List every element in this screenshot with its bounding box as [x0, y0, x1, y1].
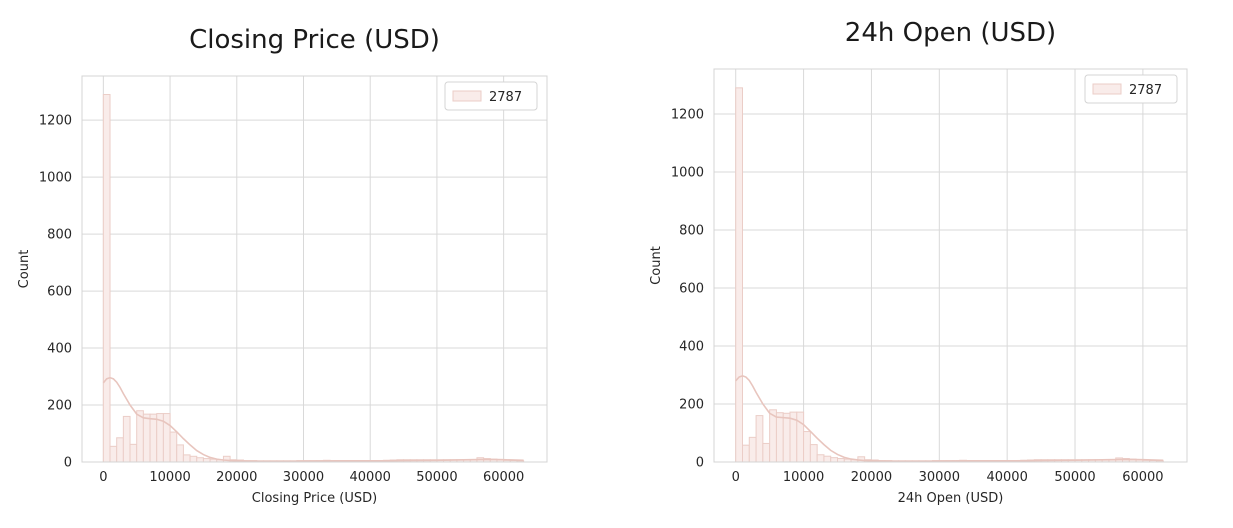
plot-frame	[81, 75, 548, 463]
x-tick-label: 50000	[1054, 470, 1095, 485]
histogram-bar	[742, 444, 750, 463]
legend-box	[444, 81, 538, 111]
x-axis-label: 24h Open (USD)	[898, 491, 1004, 506]
histogram-bar	[129, 443, 138, 463]
x-tick-label: 10000	[783, 470, 824, 485]
y-tick-label: 0	[696, 456, 704, 471]
histogram-bar	[109, 445, 118, 463]
legend-label: 2787	[1129, 83, 1162, 98]
histogram-bar	[830, 457, 839, 463]
y-tick-label: 600	[679, 281, 704, 296]
histogram-bar	[823, 455, 832, 463]
histogram-bar	[162, 413, 171, 463]
histogram-bar	[122, 415, 131, 463]
histogram-bar	[796, 411, 805, 463]
legend: 2787	[1084, 74, 1178, 104]
x-tick-label: 0	[99, 470, 107, 485]
histogram-bar	[189, 455, 198, 463]
y-tick-label: 200	[47, 399, 72, 414]
legend-box	[1084, 74, 1178, 104]
y-tick-label: 200	[679, 397, 704, 412]
x-tick-label: 30000	[283, 470, 324, 485]
histogram-bar	[182, 454, 191, 463]
chart-title: Closing Price (USD)	[189, 25, 440, 55]
chart-title: 24h Open (USD)	[845, 18, 1056, 48]
histogram-bar	[837, 458, 845, 463]
plot-background	[714, 69, 1187, 462]
kde-curve	[102, 376, 524, 462]
y-tick-label: 800	[679, 223, 704, 238]
y-tick-labels: 0 200 400 600 800 1000 1200	[39, 114, 72, 471]
histogram-bar	[782, 412, 791, 463]
histogram-bar	[142, 413, 151, 463]
histogram-bar	[176, 444, 184, 463]
x-tick-label: 60000	[1122, 470, 1163, 485]
chart-panel-1: 0 10000 20000 30000 40000 50000 60000 0 200 400 60…	[17, 25, 548, 506]
x-tick-label: 50000	[416, 470, 457, 485]
y-axis-label: Count	[649, 246, 664, 285]
y-tick-label: 1200	[39, 114, 72, 129]
plot-background	[82, 76, 547, 462]
y-tick-label: 600	[47, 285, 72, 300]
grid	[82, 76, 547, 463]
y-tick-label: 400	[47, 342, 72, 357]
y-tick-label: 0	[64, 456, 72, 471]
x-axis-label: Closing Price (USD)	[252, 491, 377, 506]
histogram-bar	[748, 436, 757, 463]
histogram-bar	[762, 442, 771, 463]
histogram-bar	[775, 412, 784, 463]
legend-swatch	[452, 90, 482, 102]
x-tick-label: 30000	[919, 470, 960, 485]
y-tick-labels: 0 200 400 600 800 1000 1200	[671, 107, 704, 470]
histogram-bar	[755, 415, 764, 463]
x-tick-label: 40000	[350, 470, 391, 485]
legend: 2787	[444, 81, 538, 111]
y-tick-label: 1000	[39, 171, 72, 186]
histogram-bar	[102, 94, 111, 463]
histogram-bar	[816, 454, 825, 463]
histogram-bar	[809, 444, 818, 463]
x-tick-labels: 0 10000 20000 30000 40000 50000 60000	[99, 470, 524, 485]
x-tick-label: 20000	[851, 470, 892, 485]
histogram-bar	[169, 431, 178, 463]
y-tick-label: 800	[47, 228, 72, 243]
legend-label: 2787	[489, 90, 522, 105]
x-tick-label: 60000	[483, 470, 524, 485]
histogram-bar	[196, 457, 204, 463]
x-tick-labels: 0 10000 20000 30000 40000 50000 60000	[732, 470, 1164, 485]
x-tick-label: 0	[732, 470, 740, 485]
histogram-bar	[116, 437, 124, 463]
chart-panel-2: 0 10000 20000 30000 40000 50000 60000 0 200 400 60…	[649, 18, 1188, 506]
y-tick-label: 400	[679, 339, 704, 354]
histogram-bar	[202, 458, 211, 463]
histogram-bar	[769, 409, 777, 463]
plot-frame	[713, 68, 1188, 463]
y-axis-label: Count	[17, 250, 32, 289]
x-tick-label: 20000	[216, 470, 257, 485]
histogram-bar	[136, 410, 144, 463]
histogram-bar	[803, 431, 811, 463]
y-tick-label: 1200	[671, 107, 704, 122]
y-tick-label: 1000	[671, 165, 704, 180]
histogram-bar	[149, 413, 158, 463]
histogram-bar	[735, 87, 744, 463]
kde-curve	[735, 375, 1164, 462]
x-tick-label: 40000	[986, 470, 1027, 485]
legend-swatch	[1092, 83, 1122, 95]
x-tick-label: 10000	[149, 470, 190, 485]
